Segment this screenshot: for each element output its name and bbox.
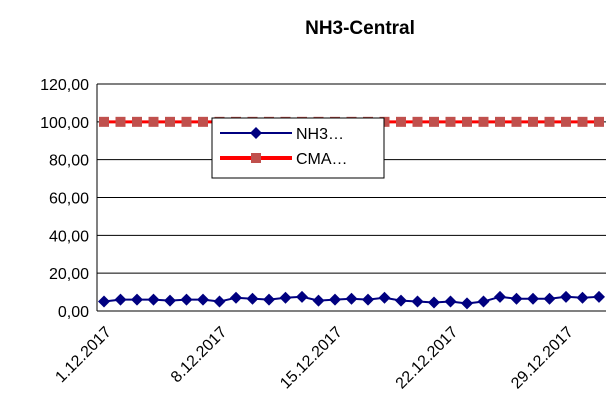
legend-box — [211, 117, 385, 179]
point — [593, 290, 605, 303]
point — [395, 294, 407, 307]
point — [345, 292, 358, 305]
legend-label: NH3… — [296, 126, 344, 143]
point — [132, 116, 142, 127]
point — [296, 290, 308, 303]
point — [478, 116, 489, 127]
legend: NH3… CMA… — [211, 117, 385, 179]
point — [362, 293, 374, 306]
point — [429, 116, 439, 127]
x-tick-label: 8.12.2017 — [168, 324, 230, 386]
legend-label: CMA… — [296, 151, 348, 168]
point — [462, 116, 472, 127]
point — [412, 116, 423, 127]
y-tick-label: 120,00 — [40, 77, 89, 94]
point — [98, 295, 110, 308]
y-tick-label: 20,00 — [49, 266, 89, 283]
point — [181, 116, 192, 127]
point — [198, 116, 208, 127]
point — [544, 116, 555, 127]
x-tick-label: 29.12.2017 — [508, 324, 577, 393]
point — [279, 291, 292, 304]
point — [511, 116, 522, 127]
point — [444, 295, 457, 308]
point — [148, 116, 159, 127]
point — [115, 116, 126, 127]
point — [197, 293, 209, 306]
legend-marker — [251, 153, 261, 163]
point — [164, 294, 176, 307]
point — [445, 116, 456, 127]
point — [494, 290, 506, 303]
legend-marker — [250, 127, 262, 139]
y-tick-label: 100,00 — [40, 115, 89, 132]
y-tick-label: 0,00 — [58, 304, 89, 321]
point — [561, 116, 571, 127]
point — [165, 116, 175, 127]
x-tick-label: 1.12.2017 — [52, 324, 114, 386]
point — [411, 295, 424, 308]
x-tick-label: 15.12.2017 — [277, 324, 346, 393]
chart-title: NH3-Central — [305, 18, 415, 39]
point — [147, 293, 160, 306]
y-tick-label: 80,00 — [49, 153, 89, 170]
point — [577, 116, 588, 127]
point — [527, 292, 539, 305]
point — [461, 297, 473, 310]
x-tick-label: 22.12.2017 — [393, 324, 462, 393]
point — [560, 290, 572, 303]
point — [99, 116, 109, 127]
point — [230, 291, 242, 304]
point — [495, 116, 505, 127]
y-tick-label: 40,00 — [49, 228, 89, 245]
point — [428, 296, 440, 309]
point — [594, 116, 604, 127]
point — [213, 295, 226, 308]
point — [528, 116, 538, 127]
point — [576, 291, 589, 304]
point — [114, 293, 127, 306]
point — [246, 292, 259, 305]
y-tick-label: 60,00 — [49, 191, 89, 208]
point — [396, 116, 406, 127]
point — [510, 292, 523, 305]
point — [312, 294, 325, 307]
point — [263, 293, 275, 306]
point — [329, 293, 341, 306]
point — [543, 292, 556, 305]
point — [131, 293, 143, 306]
point — [180, 293, 193, 306]
point — [477, 295, 490, 308]
point — [378, 291, 391, 304]
